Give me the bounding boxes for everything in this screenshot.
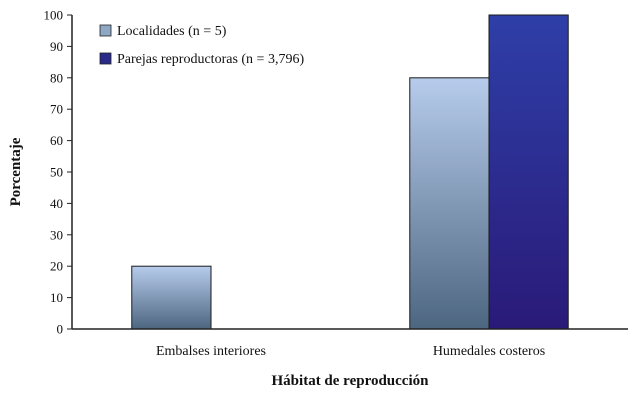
y-tick-label: 80 [50, 70, 63, 85]
y-tick-label: 50 [50, 165, 63, 180]
x-axis-title: Hábitat de reproducción [272, 373, 430, 389]
y-tick-label: 100 [44, 8, 64, 23]
y-tick-label: 60 [50, 133, 63, 148]
y-axis-ticks: 0 10 20 30 40 50 60 70 80 90 100 [44, 8, 72, 337]
x-category-label: Humedales costeros [433, 344, 545, 359]
legend-label-series-1: Parejas reproductoras (n = 3,796) [117, 52, 304, 67]
bar-localidades-0 [131, 265, 212, 330]
legend-label-series-0: Localidades (n = 5) [117, 24, 227, 39]
legend: Localidades (n = 5) Parejas reproductora… [99, 24, 304, 67]
legend-marker-series-1 [99, 52, 112, 65]
y-tick-label: 70 [50, 102, 63, 117]
bars-group [131, 14, 569, 330]
y-tick-label: 40 [50, 196, 63, 211]
y-tick-label: 0 [57, 322, 64, 337]
bar-localidades-1 [409, 77, 490, 330]
legend-marker-series-0 [99, 24, 112, 37]
y-axis-title: Porcentaje [8, 137, 24, 206]
y-tick-label: 90 [50, 39, 63, 54]
y-tick-label: 30 [50, 227, 63, 242]
y-tick-label: 10 [50, 290, 63, 305]
bar-parejas-1 [488, 14, 569, 330]
x-axis-category-labels: Embalses interiores Humedales costeros [156, 344, 545, 359]
x-category-label: Embalses interiores [156, 344, 266, 359]
y-tick-label: 20 [50, 259, 63, 274]
